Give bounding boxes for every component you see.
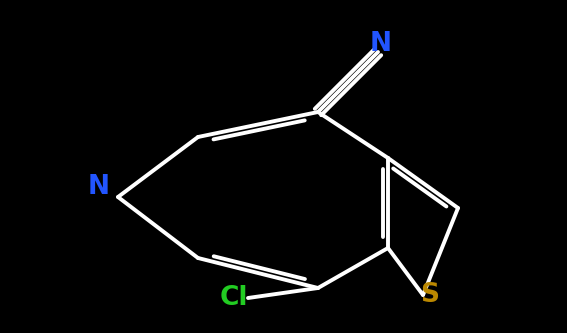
Text: Cl: Cl xyxy=(220,285,248,311)
Text: N: N xyxy=(88,174,110,200)
Text: N: N xyxy=(370,31,392,57)
Text: S: S xyxy=(420,282,439,308)
